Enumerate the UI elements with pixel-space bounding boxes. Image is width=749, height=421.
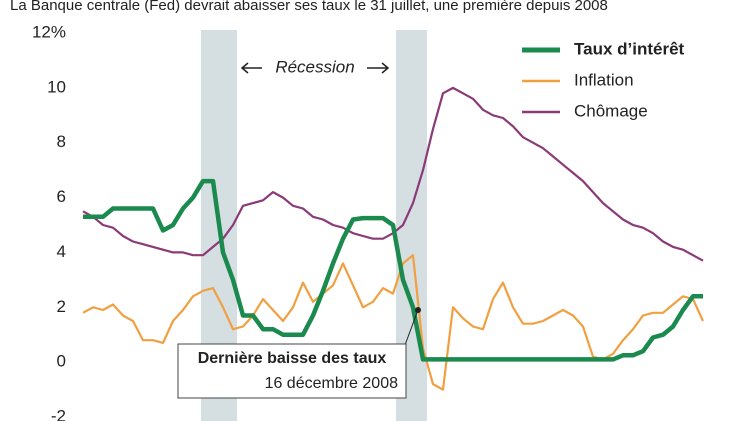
y-tick-label: 2 (57, 297, 66, 316)
legend-label: Inflation (574, 70, 634, 89)
y-tick-label: 12% (32, 22, 66, 41)
series-line (83, 178, 703, 362)
recession-arrows (240, 62, 390, 74)
legend-label: Taux d’intérêt (574, 39, 685, 58)
legend-label: Chômage (574, 101, 648, 120)
y-tick-label: 6 (57, 187, 66, 206)
annotation-title: Dernière baisse des taux (198, 350, 387, 367)
y-tick-label: -2 (51, 406, 66, 421)
y-tick-label: 4 (57, 242, 66, 261)
y-tick-label: 8 (57, 132, 66, 151)
y-tick-label: 0 (57, 352, 66, 371)
y-tick-label: 10 (47, 77, 66, 96)
plot (82, 86, 705, 391)
leader-dot (415, 307, 421, 313)
annotation-date: 16 décembre 2008 (265, 375, 399, 392)
recession-label: Récession (275, 57, 354, 76)
chart-title: La Banque centrale (Fed) devrait abaisse… (10, 0, 608, 14)
leader-line (404, 309, 419, 346)
annotation-box (177, 343, 407, 399)
